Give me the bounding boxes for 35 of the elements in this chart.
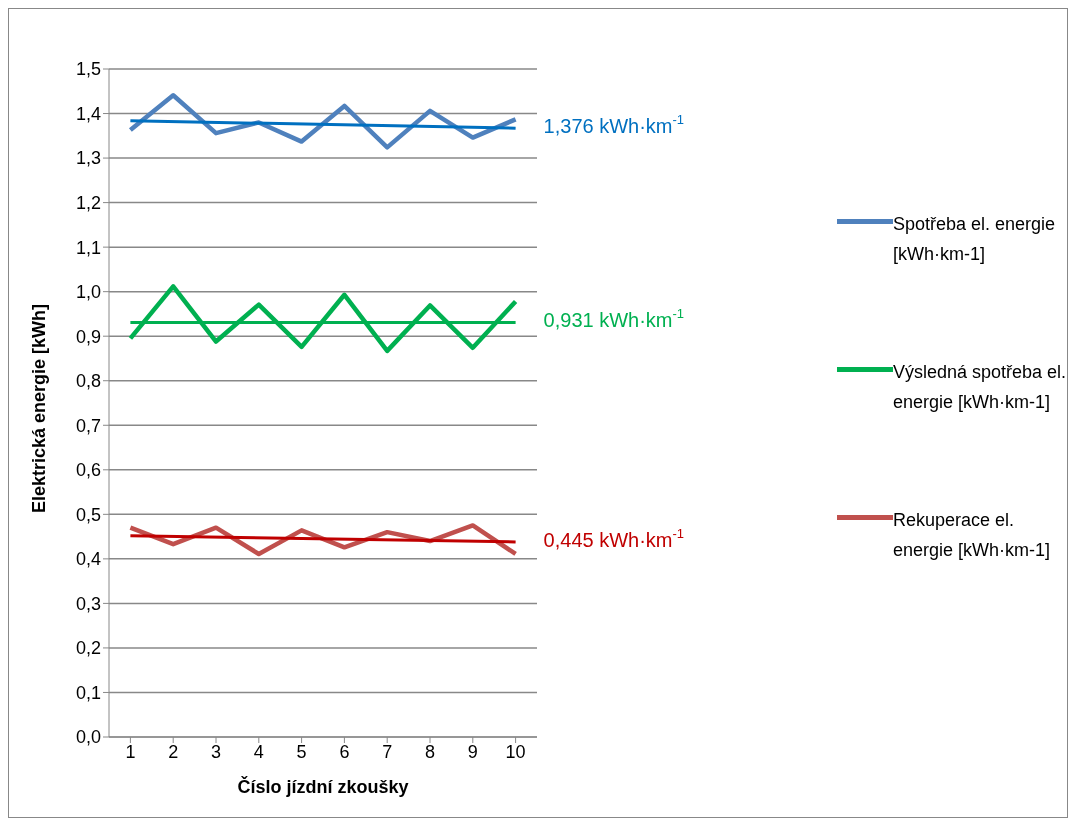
y-tick-label: 0,6 (75, 460, 101, 481)
legend-label: Spotřeba el. energie [kWh·km-1] (893, 213, 1057, 266)
x-tick-label: 8 (424, 741, 436, 762)
x-tick-label: 6 (339, 741, 350, 762)
x-tick-label: 3 (210, 741, 222, 762)
y-tick-label: 1,5 (75, 59, 101, 80)
y-tick-label: 1,2 (75, 192, 101, 213)
x-tick-label: 1 (125, 741, 136, 762)
y-tick-label: 0,3 (75, 593, 101, 614)
y-tick-label: 1,1 (75, 237, 101, 258)
y-tick-label: 0,0 (75, 727, 101, 748)
y-tick-label: 0,9 (75, 326, 101, 347)
y-axis-title: Elektrická energie [kWh] (29, 303, 50, 513)
x-tick-label: 4 (253, 741, 264, 762)
y-tick-label: 1,0 (75, 282, 101, 303)
y-tick-label: 0,7 (75, 415, 101, 436)
x-tick-label: 9 (467, 741, 478, 762)
y-tick-label: 1,4 (75, 103, 101, 124)
y-tick-label: 0,2 (75, 638, 101, 659)
x-tick-label: 5 (296, 741, 307, 762)
legend-label: Rekuperace el. energie [kWh·km-1] (893, 509, 1052, 562)
x-tick-label: 7 (382, 741, 393, 762)
annotation: 0,931 kWh·km$^{-1}$ (543, 306, 685, 332)
y-tick-label: 0,8 (75, 371, 101, 392)
y-tick-label: 0,4 (75, 549, 101, 570)
annotation: 1,376 kWh·km$^{-1}$ (543, 112, 685, 138)
x-axis-title: Číslo jízdní zkoušky (237, 776, 409, 797)
x-tick-label: 10 (505, 741, 526, 762)
y-tick-label: 0,1 (75, 682, 101, 703)
x-tick-label: 2 (168, 741, 179, 762)
annotation: 0,445 kWh·km$^{-1}$ (543, 525, 685, 552)
line-series (128, 284, 518, 354)
y-tick-label: 1,3 (75, 148, 101, 169)
y-tick-label: 0,5 (75, 504, 101, 525)
legend-label: Výsledná spotřeba el. energie [kWh·km-1] (893, 361, 1067, 414)
